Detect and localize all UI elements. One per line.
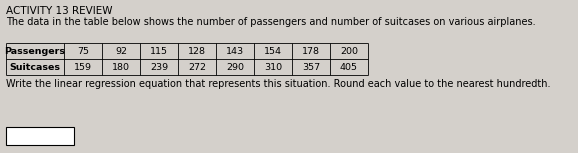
Text: Passengers: Passengers — [5, 47, 65, 56]
Text: 154: 154 — [264, 47, 282, 56]
Text: 310: 310 — [264, 62, 282, 71]
Text: 239: 239 — [150, 62, 168, 71]
Text: Suitcases: Suitcases — [9, 62, 61, 71]
Text: The data in the table below shows the number of passengers and number of suitcas: The data in the table below shows the nu… — [6, 17, 536, 27]
Text: 357: 357 — [302, 62, 320, 71]
Text: Write the linear regression equation that represents this situation. Round each : Write the linear regression equation tha… — [6, 79, 550, 89]
Text: 405: 405 — [340, 62, 358, 71]
Text: 178: 178 — [302, 47, 320, 56]
Text: 290: 290 — [226, 62, 244, 71]
Text: 75: 75 — [77, 47, 89, 56]
Text: 272: 272 — [188, 62, 206, 71]
Bar — [6, 127, 74, 145]
Text: 128: 128 — [188, 47, 206, 56]
Text: 92: 92 — [115, 47, 127, 56]
Text: 143: 143 — [226, 47, 244, 56]
Text: 159: 159 — [74, 62, 92, 71]
Text: 200: 200 — [340, 47, 358, 56]
Text: ACTIVITY 13 REVIEW: ACTIVITY 13 REVIEW — [6, 6, 113, 16]
Text: 180: 180 — [112, 62, 130, 71]
Text: 115: 115 — [150, 47, 168, 56]
